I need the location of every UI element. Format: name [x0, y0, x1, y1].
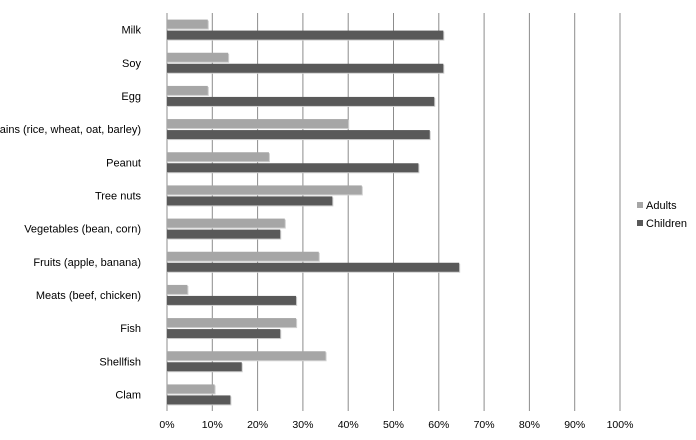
x-tick-label: 0% [159, 419, 174, 431]
x-tick-label: 70% [474, 419, 495, 431]
x-tick-label: 60% [428, 419, 449, 431]
bar-children [167, 30, 444, 40]
category-label: Tree nuts [95, 190, 142, 202]
category-label: Fish [120, 323, 141, 335]
legend-label-adults: Adults [646, 200, 677, 212]
legend-swatch-adults [637, 202, 643, 208]
bar-adults [167, 318, 297, 328]
bar-children [167, 163, 419, 173]
category-label: Peanut [106, 157, 141, 169]
category-label: Egg [121, 91, 141, 103]
category-label: Grains (rice, wheat, oat, barley) [0, 124, 141, 136]
x-tick-label: 50% [383, 419, 404, 431]
legend-label-children: Children [646, 218, 687, 230]
category-labels: Milk Soy Egg Grains (rice, wheat, oat, barl… [0, 25, 141, 402]
category-label: Shellfish [99, 356, 141, 368]
bar-adults [167, 384, 215, 394]
x-tick-label: 90% [564, 419, 585, 431]
legend-swatch-children [637, 220, 643, 226]
x-tick-label: 40% [338, 419, 359, 431]
gridlines [166, 13, 621, 411]
bar-children [167, 130, 430, 140]
bar-children [167, 262, 460, 272]
category-label: Vegetables (bean, corn) [24, 224, 141, 236]
bars [167, 19, 461, 406]
bar-adults [167, 284, 188, 294]
bar-adults [167, 218, 285, 228]
category-label: Clam [115, 389, 141, 401]
bar-children [167, 63, 444, 73]
bar-children [167, 229, 281, 239]
bar-children [167, 96, 435, 106]
bar-children [167, 362, 242, 372]
bar-children [167, 295, 297, 305]
bar-adults [167, 85, 208, 95]
x-tick-label: 100% [607, 419, 634, 431]
x-tick-label: 20% [247, 419, 268, 431]
x-tick-label: 10% [202, 419, 223, 431]
bar-adults [167, 351, 326, 361]
category-label: Milk [121, 25, 141, 37]
category-label: Soy [122, 58, 141, 70]
category-label: Fruits (apple, banana) [33, 257, 141, 269]
bar-adults [167, 19, 208, 29]
bar-adults [167, 152, 269, 162]
bar-adults [167, 119, 349, 129]
bar-adults [167, 52, 229, 62]
x-tick-label: 80% [519, 419, 540, 431]
bar-adults [167, 185, 362, 195]
bar-children [167, 395, 231, 405]
legend: Adults Children [637, 200, 687, 230]
bar-children [167, 196, 333, 206]
x-tick-label: 30% [292, 419, 313, 431]
bar-children [167, 329, 281, 339]
x-tick-labels: 0% 10% 20% 30% 40% 50% 60% 70% 80% 90% 100% [159, 419, 633, 431]
bar-adults [167, 251, 319, 261]
category-label: Meats (beef, chicken) [36, 290, 141, 302]
